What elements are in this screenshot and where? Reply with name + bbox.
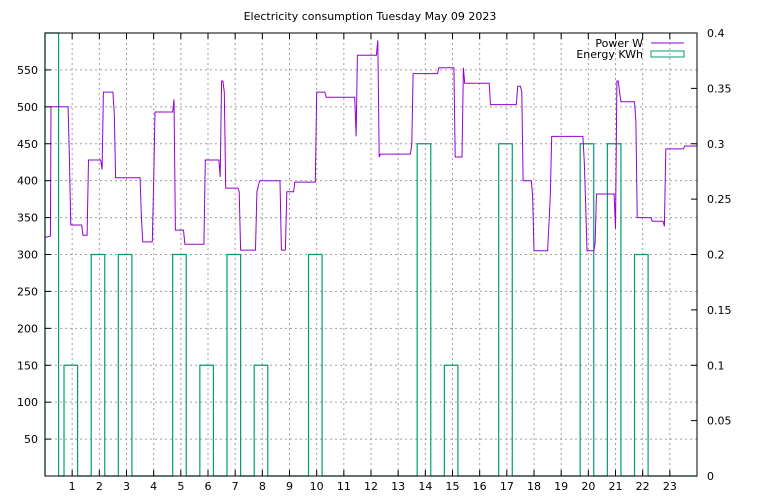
x-tick-label: 6 [205, 480, 212, 493]
legend-power-label: Power W [595, 37, 643, 50]
y-tick-label: 300 [17, 249, 38, 262]
y-tick-label: 550 [17, 64, 38, 77]
y2-tick-label: 0.2 [707, 249, 725, 262]
axes-layer: 1 2 3 4 5 6 7 8 9 10 11 12 13 14 15 16 17 18 19 20 21 22 23501… [17, 27, 732, 493]
y2-tick-label: 0.35 [707, 82, 732, 95]
y2-tick-label: 0 [707, 470, 714, 483]
x-tick-label: 23 [663, 480, 677, 493]
y-tick-label: 400 [17, 175, 38, 188]
x-tick-label: 3 [123, 480, 130, 493]
x-tick-label: 21 [609, 480, 623, 493]
y-tick-label: 250 [17, 285, 38, 298]
x-tick-label: 7 [232, 480, 239, 493]
x-tick-label: 22 [636, 480, 650, 493]
legend-energy-label: Energy KWh [576, 48, 643, 61]
x-tick-label: 20 [581, 480, 595, 493]
x-tick-label: 19 [554, 480, 568, 493]
x-tick-label: 10 [310, 480, 324, 493]
y2-tick-label: 0.1 [707, 359, 725, 372]
y-tick-label: 200 [17, 322, 38, 335]
y2-tick-label: 0.3 [707, 138, 725, 151]
x-tick-label: 12 [364, 480, 378, 493]
y2-tick-label: 0.05 [707, 415, 732, 428]
energy-series-line [44, 32, 697, 477]
x-tick-label: 13 [391, 480, 405, 493]
y2-tick-label: 0.25 [707, 193, 732, 206]
y-tick-label: 50 [24, 433, 38, 446]
legend-energy-swatch [650, 50, 685, 58]
legend: Power W Energy KWh [576, 37, 685, 61]
chart-title: Electricity consumption Tuesday May 09 2… [244, 10, 497, 23]
x-tick-label: 16 [473, 480, 487, 493]
x-tick-label: 5 [177, 480, 184, 493]
y2-tick-label: 0.4 [707, 27, 725, 40]
y-tick-label: 100 [17, 396, 38, 409]
y-tick-label: 500 [17, 101, 38, 114]
x-tick-label: 18 [527, 480, 541, 493]
y2-tick-label: 0.15 [707, 304, 732, 317]
power-series-line [44, 40, 697, 252]
series-layer [44, 32, 697, 477]
y-tick-label: 350 [17, 212, 38, 225]
x-tick-label: 15 [446, 480, 460, 493]
x-tick-label: 2 [96, 480, 103, 493]
y-tick-label: 450 [17, 138, 38, 151]
x-tick-label: 4 [150, 480, 157, 493]
x-tick-label: 1 [69, 480, 76, 493]
x-tick-label: 17 [500, 480, 514, 493]
x-tick-label: 14 [418, 480, 432, 493]
x-tick-label: 11 [337, 480, 351, 493]
grid-layer [45, 33, 697, 476]
x-tick-label: 9 [286, 480, 293, 493]
y-tick-label: 150 [17, 359, 38, 372]
x-tick-label: 8 [259, 480, 266, 493]
